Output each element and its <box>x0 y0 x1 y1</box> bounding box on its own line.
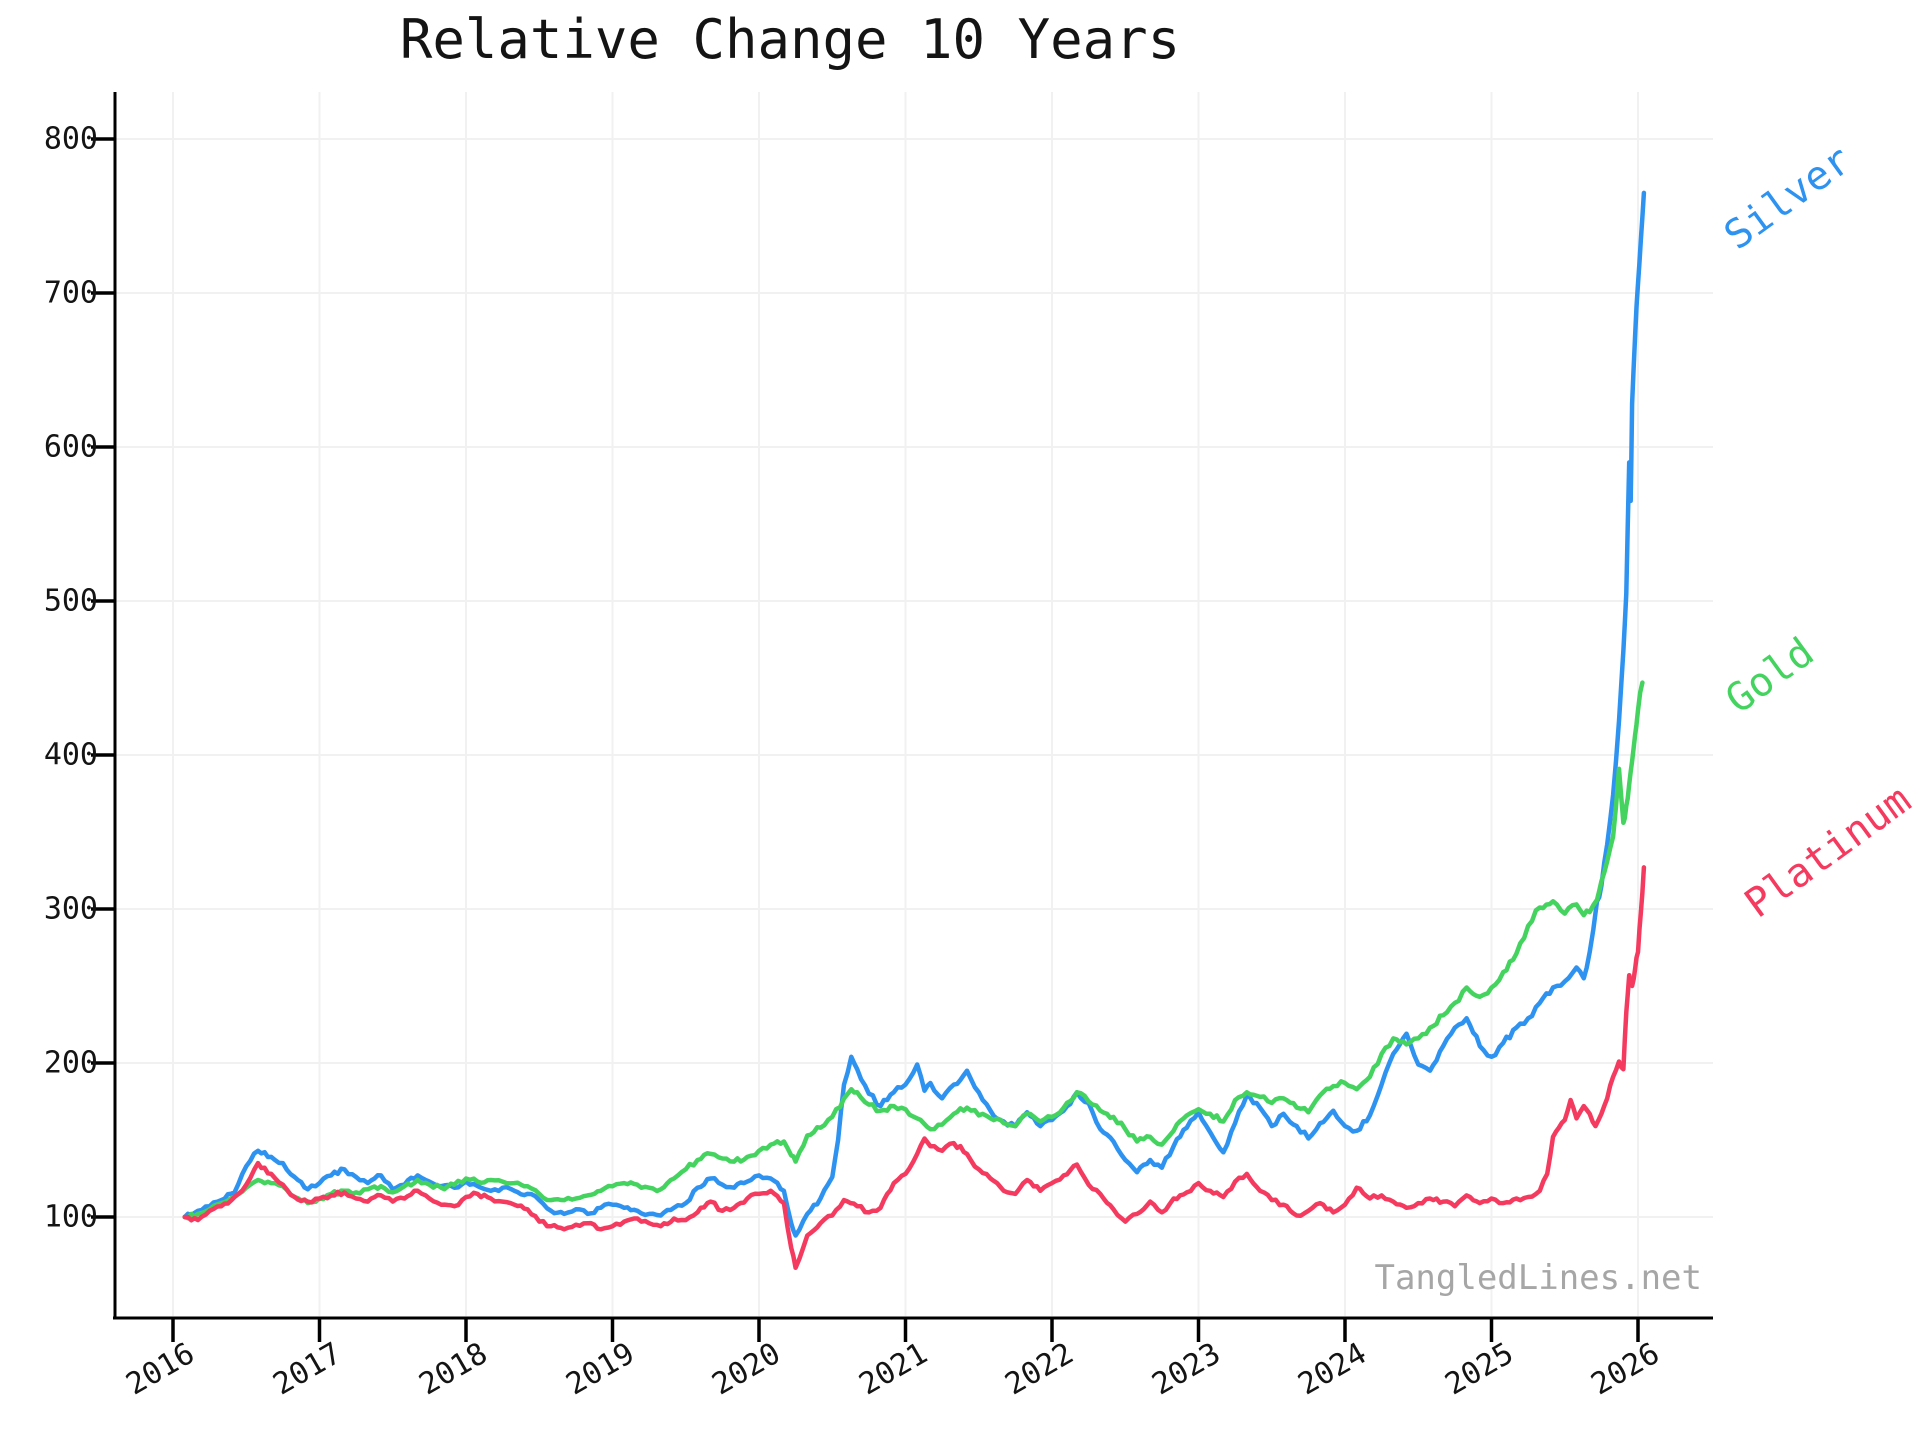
watermark: TangledLines.net <box>1374 1258 1702 1298</box>
y-tick-label: 500 <box>43 583 98 619</box>
series-line-silver <box>182 190 1647 1238</box>
chart-title: Relative Change 10 Years <box>399 8 1181 71</box>
y-tick-label: 800 <box>43 121 98 157</box>
y-tick-label: 700 <box>43 275 98 311</box>
y-tick-label: 300 <box>43 891 98 927</box>
y-tick-label: 100 <box>43 1199 98 1235</box>
series-line-platinum <box>182 865 1647 1271</box>
y-tick-label: 600 <box>43 429 98 465</box>
y-tick-label: 400 <box>43 737 98 773</box>
series-line-gold <box>182 680 1645 1221</box>
y-tick-label: 200 <box>43 1045 98 1081</box>
